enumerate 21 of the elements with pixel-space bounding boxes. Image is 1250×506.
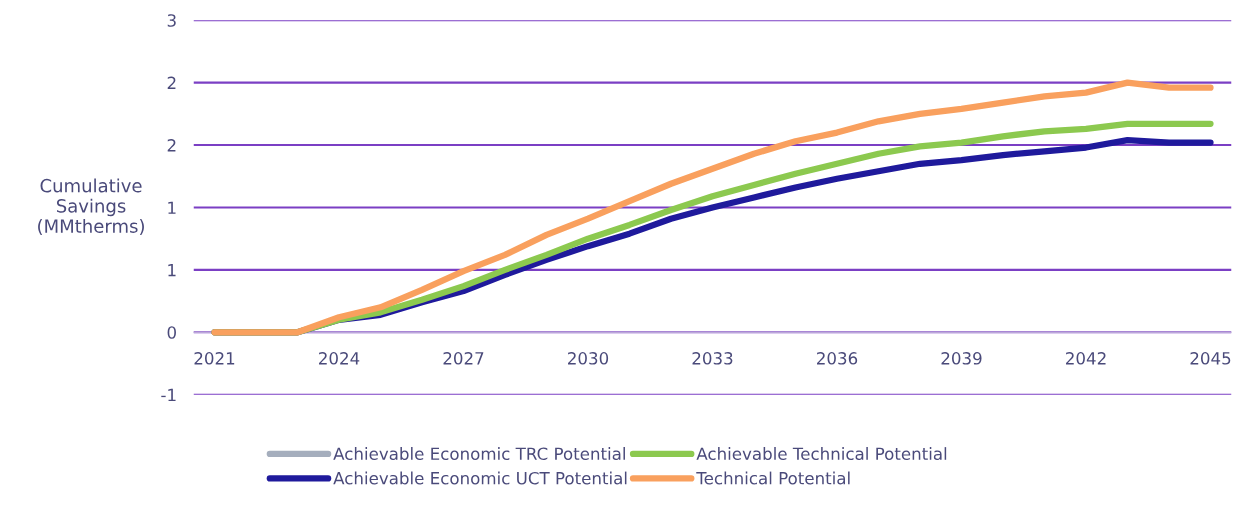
x-tick-label: 2036 <box>817 352 858 365</box>
x-tick-label: 2039 <box>941 352 982 365</box>
x-tick-label: 2030 <box>568 352 609 365</box>
legend-label: Achievable Economic TRC Potential <box>333 447 625 461</box>
x-tick-label: 2021 <box>194 352 235 365</box>
legend-label: Achievable Economic UCT Potential <box>333 471 627 485</box>
y-tick-label: 1 <box>168 201 176 214</box>
x-tick-label: 2042 <box>1066 352 1106 365</box>
x-tick-label: 2045 <box>1190 352 1231 365</box>
y-axis-title: Cumulative Savings (MMtherms) <box>38 178 144 236</box>
legend-label: Achievable Technical Potential <box>696 447 947 461</box>
y-tick-label: 2 <box>167 139 176 152</box>
y-tick-label: 3 <box>167 14 176 27</box>
x-tick-label: 2024 <box>319 352 360 365</box>
x-tick-label: 2033 <box>692 352 733 365</box>
y-tick-label: 2 <box>167 76 176 89</box>
x-tick-label: 2027 <box>443 352 484 365</box>
y-tick-label: -1 <box>161 388 176 402</box>
y-tick-label: 1 <box>168 264 176 277</box>
legend-label: Technical Potential <box>696 471 850 485</box>
y-tick-label: 0 <box>167 326 176 339</box>
